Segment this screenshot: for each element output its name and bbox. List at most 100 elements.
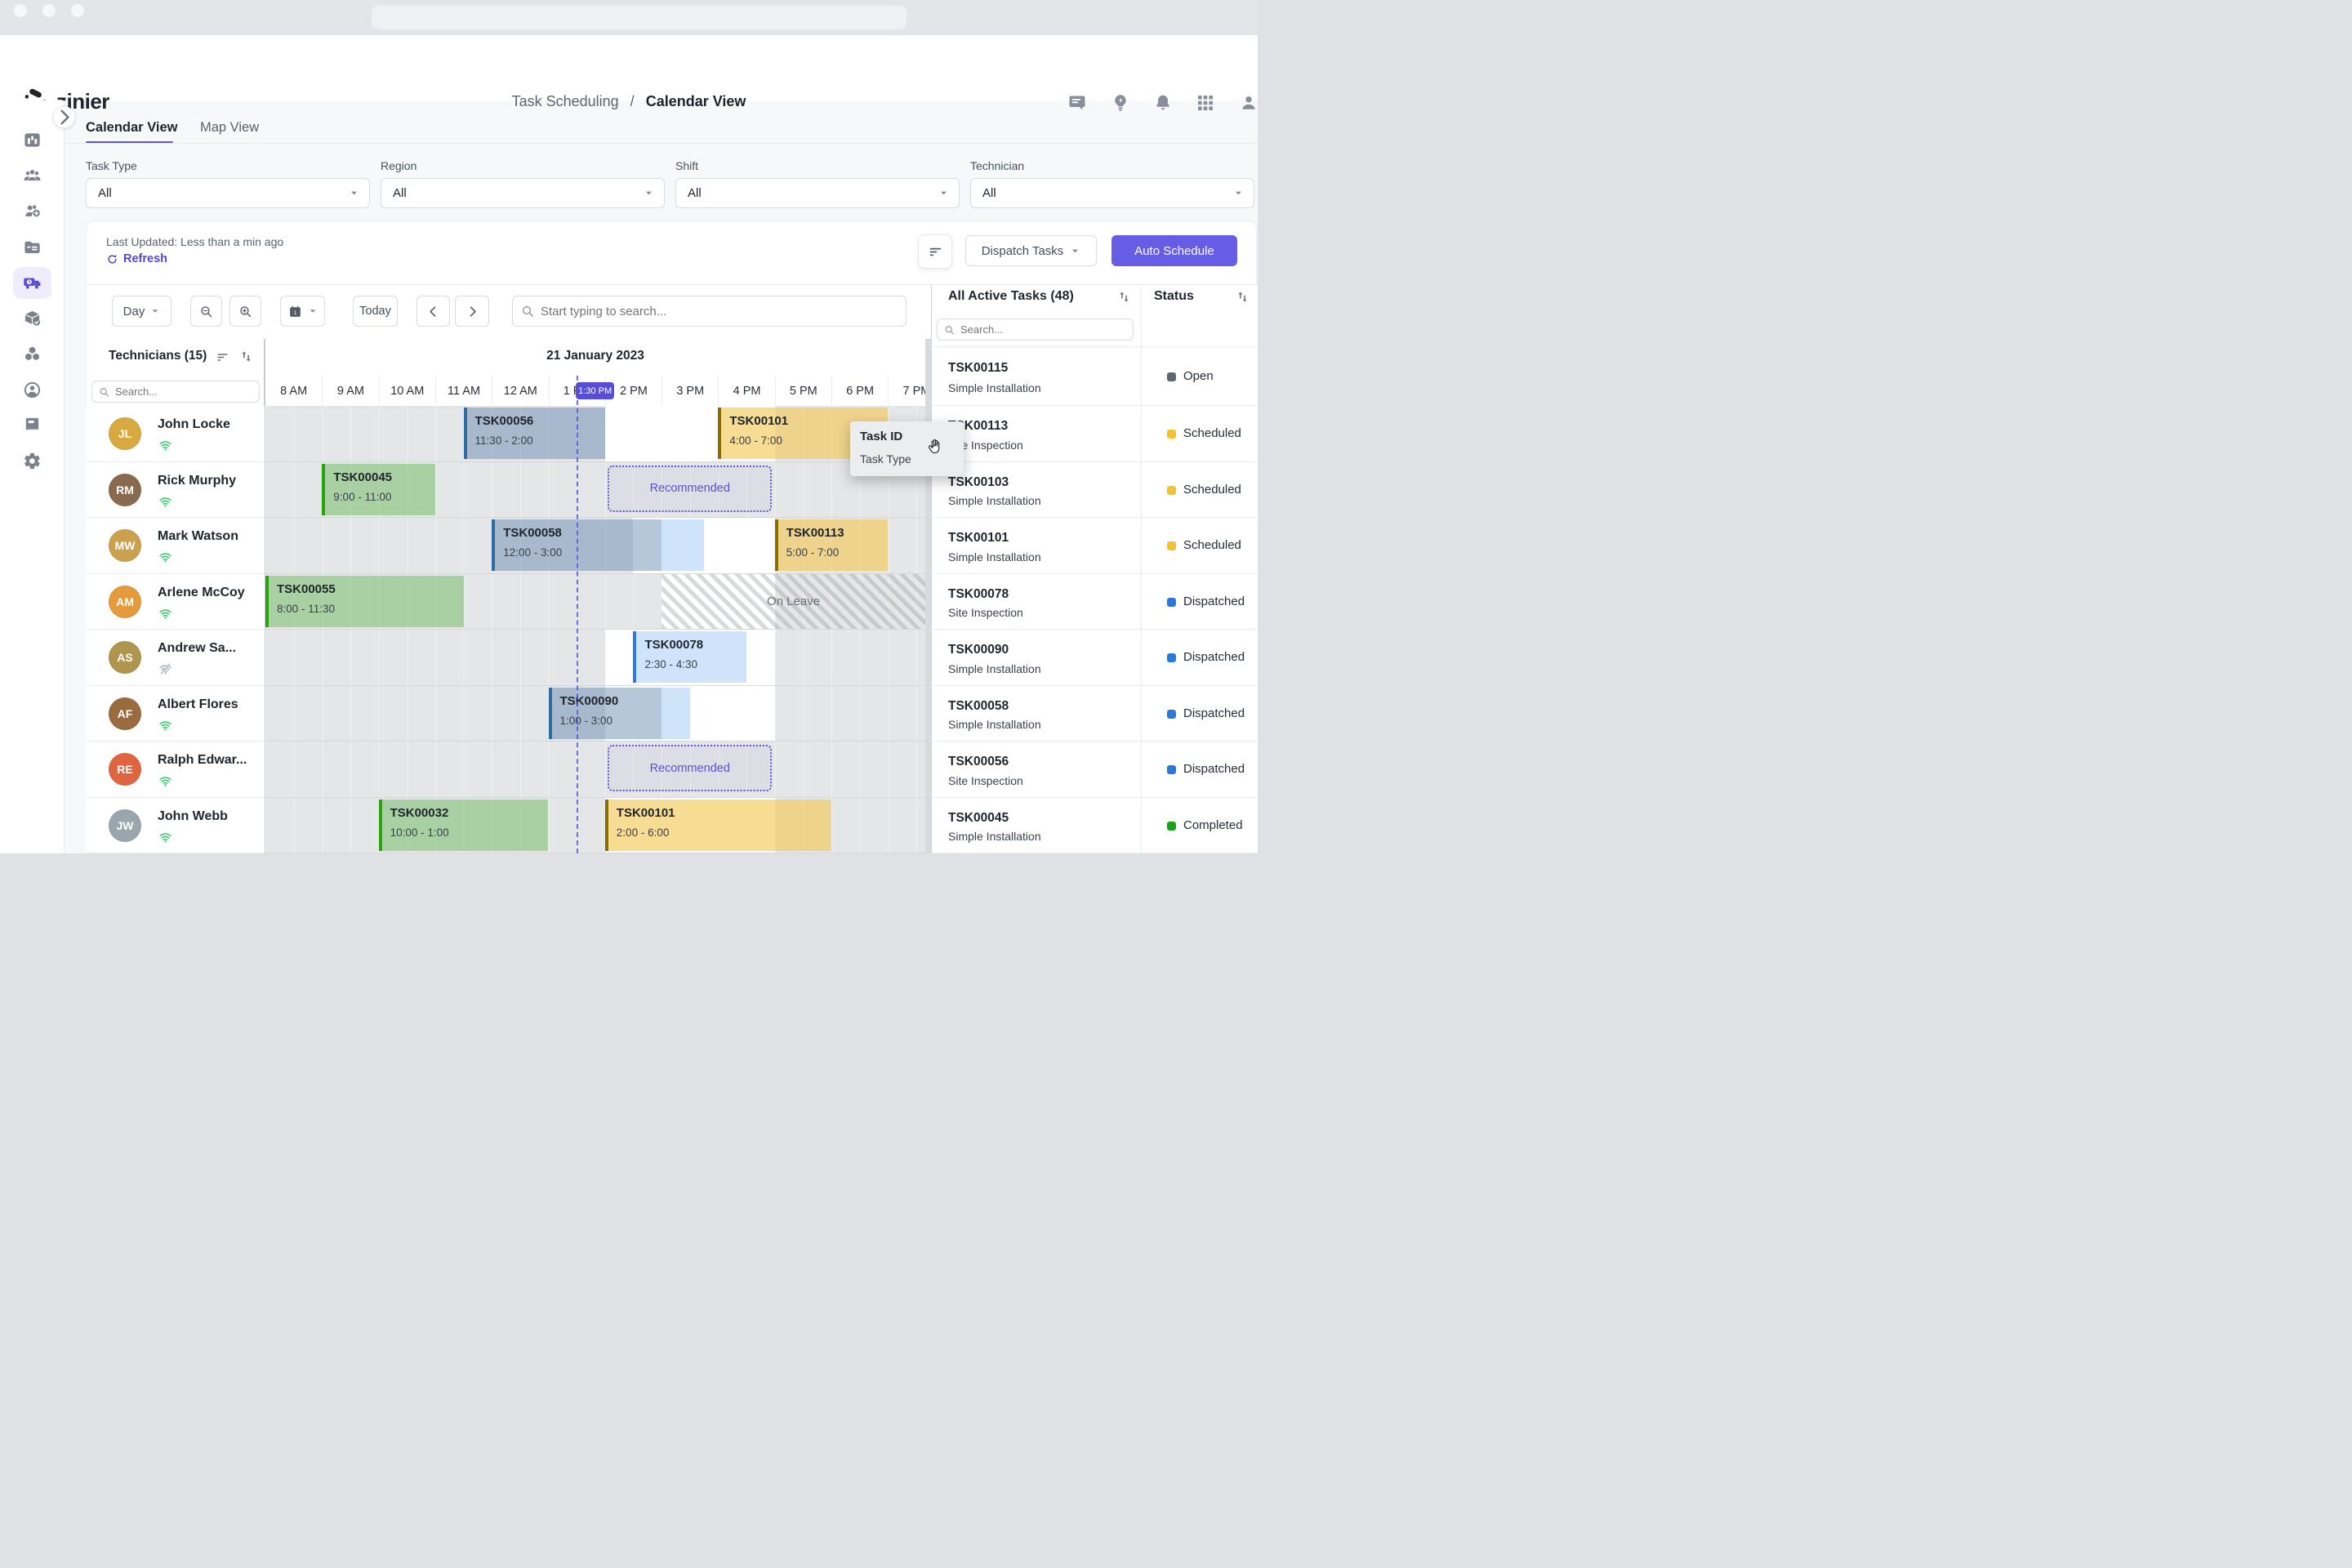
hour-label: 3 PM — [662, 376, 718, 406]
task-block-TSK00056[interactable]: TSK00056 11:30 - 2:00 — [463, 408, 605, 459]
task-id: TSK00045 — [333, 470, 393, 484]
account-icon[interactable] — [1239, 93, 1258, 113]
sidebar-item-knowledge-base[interactable] — [23, 416, 42, 434]
task-panel-search-input[interactable] — [937, 318, 1134, 341]
window-close-button[interactable] — [14, 4, 27, 17]
task-list-id: TSK00045 — [948, 810, 1009, 825]
status-dot — [1167, 653, 1176, 663]
schedule-row: TSK00090 1:00 - 3:00 — [265, 685, 925, 742]
ideas-icon[interactable] — [1111, 93, 1130, 113]
notifications-icon[interactable] — [1153, 93, 1173, 113]
status-badge: Dispatched — [1183, 650, 1245, 665]
zoom-out-button[interactable] — [190, 296, 222, 327]
next-day-button[interactable] — [455, 296, 489, 327]
on-leave-block: On Leave — [662, 573, 925, 629]
filter-label-technician: Technician — [970, 159, 1025, 172]
recommended-slot[interactable]: Recommended — [608, 745, 773, 791]
messages-icon[interactable] — [1067, 93, 1087, 113]
sidebar-expand-button[interactable] — [53, 106, 75, 128]
technician-name: Rick Murphy — [158, 473, 237, 488]
task-list-row-TSK00115[interactable]: TSK00115 Simple Installation Open — [931, 347, 1257, 406]
task-block-TSK00058[interactable]: TSK00058 12:00 - 3:00 — [492, 519, 662, 571]
status-badge: Scheduled — [1183, 538, 1241, 553]
url-bar[interactable] — [372, 6, 906, 29]
schedule-row: TSK00078 2:30 - 4:30 — [265, 630, 925, 686]
tab-map-view[interactable]: Map View — [200, 120, 260, 135]
technician-row[interactable]: RM Rick Murphy — [86, 461, 265, 518]
task-list-row-TSK00045[interactable]: TSK00045 Simple Installation Completed — [931, 798, 1257, 853]
sidebar-item-settings[interactable] — [23, 452, 42, 470]
status-sort-icon[interactable] — [1236, 290, 1250, 304]
task-list-type: Simple Installation — [948, 662, 1041, 675]
task-block-TSK00113[interactable]: TSK00113 5:00 - 7:00 — [774, 519, 889, 571]
filter-dropdown-technician[interactable]: All — [970, 178, 1254, 208]
travel-buffer-block — [662, 687, 690, 739]
filter-button[interactable] — [918, 234, 952, 269]
task-list-row-TSK00101[interactable]: TSK00101 Simple Installation Scheduled — [931, 518, 1257, 574]
technician-row[interactable]: JL John Locke — [86, 406, 265, 462]
tab-calendar-view[interactable]: Calendar View — [86, 120, 178, 135]
zoom-in-button[interactable] — [229, 296, 261, 327]
refresh-button[interactable]: Refresh — [106, 252, 167, 265]
panel-column-divider — [1141, 285, 1142, 853]
task-block-TSK00101[interactable]: TSK00101 2:00 - 6:00 — [604, 799, 831, 851]
apps-icon[interactable] — [1196, 93, 1215, 113]
calendar-picker-button[interactable]: 1 — [280, 296, 325, 327]
previous-day-button[interactable] — [416, 296, 450, 327]
sidebar-item-add-technician[interactable] — [23, 202, 42, 220]
breadcrumb-section[interactable]: Task Scheduling — [511, 93, 619, 109]
sidebar-item-teams[interactable] — [23, 167, 42, 185]
filter-dropdown-region[interactable]: All — [381, 178, 665, 208]
technicians-sort-icon[interactable] — [239, 350, 253, 363]
task-block-TSK00078[interactable]: TSK00078 2:30 - 4:30 — [633, 631, 747, 683]
window-minimize-button[interactable] — [42, 4, 56, 17]
technician-row[interactable]: RE Ralph Edwar... — [86, 742, 265, 798]
sidebar-item-customers[interactable] — [23, 381, 42, 399]
task-list-row-TSK00078[interactable]: TSK00078 Site Inspection Dispatched — [931, 574, 1257, 630]
task-block-TSK00045[interactable]: TSK00045 9:00 - 11:00 — [322, 463, 435, 515]
svg-text:1: 1 — [293, 310, 296, 316]
task-list-type: Simple Installation — [948, 718, 1041, 732]
auto-schedule-button[interactable]: Auto Schedule — [1111, 235, 1237, 266]
filter-value: All — [98, 186, 112, 200]
technician-row[interactable]: AS Andrew Sa... — [86, 630, 265, 686]
sidebar-item-task-scheduling[interactable] — [23, 274, 42, 292]
dispatch-tasks-dropdown[interactable]: Dispatch Tasks — [965, 235, 1097, 266]
task-id: TSK00055 — [277, 581, 336, 596]
tasks-sort-icon[interactable] — [1117, 290, 1131, 304]
last-updated-text: Last Updated: Less than a min ago — [106, 235, 284, 248]
task-list-row-TSK00113[interactable]: TSK00113 Site Inspection Scheduled — [931, 406, 1257, 462]
technician-name: Albert Flores — [158, 697, 238, 711]
task-block-TSK00090[interactable]: TSK00090 1:00 - 3:00 — [548, 687, 662, 739]
sidebar-item-inventory[interactable] — [23, 309, 42, 327]
chevron-down-icon — [349, 188, 359, 198]
available-slot — [604, 685, 775, 741]
technician-search-input[interactable] — [91, 381, 260, 403]
technician-row[interactable]: JW John Webb — [86, 797, 265, 853]
task-list-row-TSK00090[interactable]: TSK00090 Simple Installation Dispatched — [931, 630, 1257, 686]
sidebar-item-work-orders[interactable] — [23, 238, 42, 256]
technician-row[interactable]: MW Mark Watson — [86, 518, 265, 574]
refresh-label: Refresh — [123, 252, 167, 265]
available-slot — [662, 573, 775, 629]
chevron-down-icon — [1070, 246, 1080, 256]
task-block-TSK00032[interactable]: TSK00032 10:00 - 1:00 — [378, 799, 549, 851]
task-list-row-TSK00056[interactable]: TSK00056 Site Inspection Dispatched — [931, 742, 1257, 798]
calendar-search-input[interactable] — [512, 296, 906, 327]
task-list-row-TSK00103[interactable]: TSK00103 Simple Installation Scheduled — [931, 462, 1257, 518]
technician-row[interactable]: AM Arlene McCoy — [86, 573, 265, 630]
recommended-slot[interactable]: Recommended — [608, 465, 773, 512]
task-block-TSK00055[interactable]: TSK00055 8:00 - 11:30 — [265, 575, 464, 627]
sidebar-item-analytics[interactable] — [23, 131, 42, 149]
technician-row[interactable]: AF Albert Flores — [86, 685, 265, 742]
task-list-row-TSK00058[interactable]: TSK00058 Simple Installation Dispatched — [931, 686, 1257, 742]
filter-dropdown-task-type[interactable]: All — [86, 178, 370, 208]
window-zoom-button[interactable] — [71, 4, 84, 17]
filter-dropdown-shift[interactable]: All — [675, 178, 960, 208]
sidebar-item-assets[interactable] — [23, 345, 42, 363]
grid-scrollbar[interactable] — [925, 339, 931, 853]
view-mode-dropdown[interactable]: Day — [112, 296, 172, 327]
today-button[interactable]: Today — [353, 296, 398, 327]
technician-name: Andrew Sa... — [158, 641, 237, 655]
technicians-filter-icon[interactable] — [216, 350, 229, 364]
